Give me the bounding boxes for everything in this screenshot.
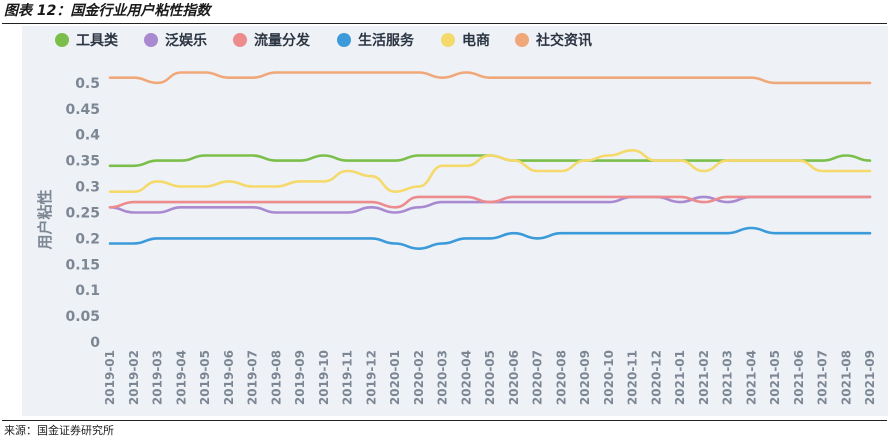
y-axis-label: 用户粘性 xyxy=(36,189,54,249)
x-tick-label: 2020-09 xyxy=(578,350,592,405)
chart-legend: 工具类 泛娱乐 流量分发 生活服务 电商 社交资讯 xyxy=(55,32,592,49)
y-tick-label: 0.1 xyxy=(75,283,100,299)
x-tick-label: 2019-04 xyxy=(174,350,188,405)
x-tick-label: 2020-10 xyxy=(602,350,616,405)
x-tick-label: 2021-08 xyxy=(839,350,853,405)
x-tick-label: 2021-07 xyxy=(816,350,830,405)
x-tick-label: 2021-05 xyxy=(768,350,782,405)
x-tick-label: 2020-02 xyxy=(412,350,426,405)
title-divider xyxy=(2,23,887,24)
legend-item: 社交资讯 xyxy=(515,32,592,49)
x-tick-label: 2019-06 xyxy=(222,350,236,405)
legend-label: 流量分发 xyxy=(254,32,311,49)
x-tick-label: 2021-01 xyxy=(673,350,687,405)
x-tick-label: 2021-06 xyxy=(792,350,806,405)
series-line xyxy=(108,195,872,214)
x-tick-label: 2019-10 xyxy=(317,350,331,405)
legend-swatch xyxy=(441,33,455,47)
x-tick-label: 2020-06 xyxy=(507,350,521,405)
y-tick-label: 0.4 xyxy=(75,128,100,144)
legend-item: 流量分发 xyxy=(233,32,311,49)
y-tick-label: 0.15 xyxy=(65,257,100,273)
x-tick-label: 2019-02 xyxy=(127,350,141,405)
legend-swatch xyxy=(144,33,158,47)
y-tick-label: 0.05 xyxy=(65,309,100,325)
x-tick-label: 2019-08 xyxy=(269,350,283,405)
x-tick-label: 2021-02 xyxy=(697,350,711,405)
figure-source: 来源：国金证券研究所 xyxy=(4,424,114,437)
legend-item: 电商 xyxy=(441,32,490,49)
x-tick-label: 2020-03 xyxy=(436,350,450,405)
y-tick-label: 0.5 xyxy=(75,76,100,92)
series-line xyxy=(108,149,872,193)
x-tick-label: 2019-01 xyxy=(103,350,117,405)
y-tick-label: 0 xyxy=(90,335,100,351)
x-tick-label: 2020-08 xyxy=(554,350,568,405)
y-tick-label: 0.25 xyxy=(65,205,100,221)
source-divider xyxy=(2,420,887,421)
y-tick-label: 0.2 xyxy=(75,231,100,247)
x-tick-label: 2020-01 xyxy=(388,350,402,405)
legend-label: 泛娱乐 xyxy=(165,32,207,49)
legend-swatch xyxy=(233,33,247,47)
x-tick-label: 2020-04 xyxy=(459,350,473,405)
x-tick-label: 2019-12 xyxy=(364,350,378,405)
legend-swatch xyxy=(55,33,69,47)
legend-item: 工具类 xyxy=(55,32,119,49)
x-tick-label: 2020-12 xyxy=(649,350,663,405)
legend-label: 社交资讯 xyxy=(535,32,592,49)
x-tick-label: 2019-03 xyxy=(151,350,165,405)
x-tick-label: 2021-09 xyxy=(863,350,877,405)
x-tick-label: 2019-09 xyxy=(293,350,307,405)
legend-swatch xyxy=(515,33,529,47)
y-tick-label: 0.35 xyxy=(65,154,100,170)
x-tick-label: 2020-07 xyxy=(531,350,545,405)
figure-title: 图表 12：国金行业用户粘性指数 xyxy=(4,3,211,19)
legend-item: 泛娱乐 xyxy=(144,32,207,49)
legend-swatch xyxy=(337,33,351,47)
line-chart: 工具类 泛娱乐 流量分发 生活服务 电商 社交资讯 0 0.05 0.1 0.15 0.2 0.25 0… xyxy=(36,32,877,405)
x-tick-label: 2020-11 xyxy=(626,350,640,405)
y-tick-label: 0.3 xyxy=(75,180,100,196)
legend-label: 电商 xyxy=(462,32,490,49)
series-line xyxy=(108,195,872,209)
legend-label: 工具类 xyxy=(76,32,119,49)
x-tick-label: 2019-05 xyxy=(198,350,212,405)
x-tick-label: 2019-07 xyxy=(246,350,260,405)
x-tick-label: 2021-04 xyxy=(744,350,758,405)
x-tick-label: 2021-03 xyxy=(721,350,735,405)
series-line xyxy=(108,226,872,250)
legend-label: 生活服务 xyxy=(358,32,415,49)
series-line xyxy=(108,71,872,85)
x-tick-label: 2020-05 xyxy=(483,350,497,405)
legend-item: 生活服务 xyxy=(337,32,415,49)
y-tick-label: 0.45 xyxy=(65,102,100,118)
chart-panel: 工具类 泛娱乐 流量分发 生活服务 电商 社交资讯 0 0.05 0.1 0.15 0.2 0.25 0… xyxy=(22,26,888,416)
x-tick-label: 2019-11 xyxy=(341,350,355,405)
